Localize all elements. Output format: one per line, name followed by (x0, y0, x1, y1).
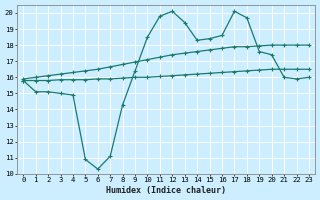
X-axis label: Humidex (Indice chaleur): Humidex (Indice chaleur) (106, 186, 226, 195)
